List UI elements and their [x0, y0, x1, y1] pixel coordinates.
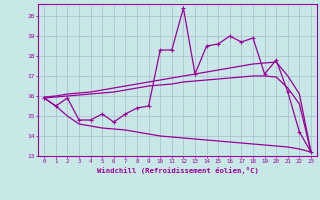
X-axis label: Windchill (Refroidissement éolien,°C): Windchill (Refroidissement éolien,°C) [97, 167, 259, 174]
